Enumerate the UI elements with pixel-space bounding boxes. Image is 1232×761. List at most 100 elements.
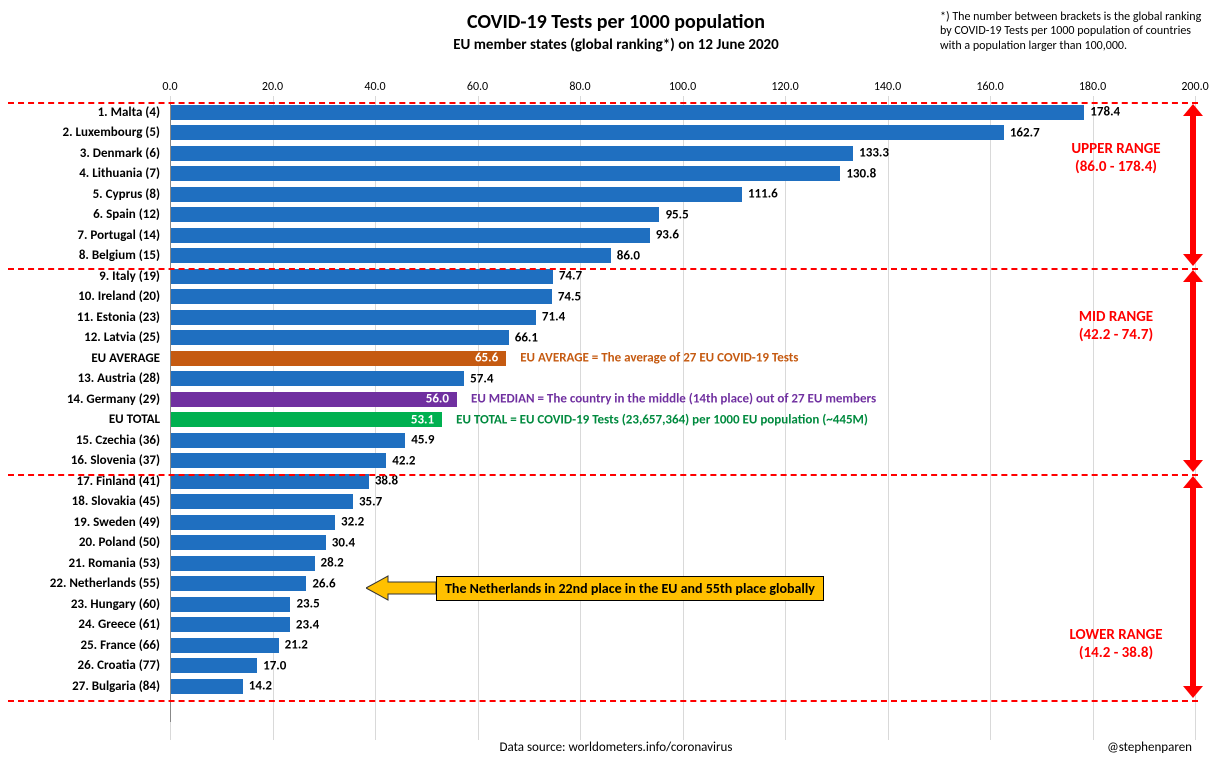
bar-value: 23.5	[296, 597, 319, 612]
bar-label: 18. Slovakia (45)	[0, 494, 166, 509]
bar-label: 23. Hungary (60)	[0, 597, 166, 612]
bar-label: 20. Poland (50)	[0, 535, 166, 550]
bar-value: 14.2	[249, 679, 272, 694]
attribution: @stephenparen	[1107, 740, 1192, 755]
bar-value: 26.6	[312, 576, 335, 591]
bar-track: 71.4	[166, 310, 1200, 325]
x-tick: 140.0	[874, 80, 901, 94]
bar-label: 2. Luxembourg (5)	[0, 125, 166, 140]
bar-value: 32.2	[341, 515, 364, 530]
bar-value: 178.4	[1090, 105, 1120, 120]
bar-fill	[170, 228, 650, 243]
bar-fill	[170, 494, 353, 509]
bar-row: 4. Lithuania (7)130.8	[0, 164, 1200, 185]
range-dash-bottom	[8, 700, 1198, 702]
bar-fill	[170, 207, 659, 222]
range-lower-title: LOWER RANGE	[1069, 626, 1162, 644]
range-lower-sub: (14.2 - 38.8)	[1079, 644, 1153, 662]
bar-track: 66.1	[166, 330, 1200, 345]
bar-fill	[170, 576, 306, 591]
bar-label: 10. Ireland (20)	[0, 289, 166, 304]
bar-fill	[170, 330, 509, 345]
bar-label: 17. Finland (41)	[0, 474, 166, 489]
x-tick: 160.0	[976, 80, 1003, 94]
x-tick: 180.0	[1079, 80, 1106, 94]
range-mid-sub: (42.2 - 74.7)	[1079, 326, 1153, 344]
bar-label: 24. Greece (61)	[0, 617, 166, 632]
bar-track: 17.0	[166, 658, 1200, 673]
bar-fill	[170, 556, 315, 571]
bar-row: 19. Sweden (49)32.2	[0, 512, 1200, 533]
bar-fill	[170, 597, 290, 612]
bar-track: 35.7	[166, 494, 1200, 509]
range-label-mid: MID RANGE (42.2 - 74.7)	[1056, 308, 1176, 344]
bar-row: 5. Cyprus (8) 111.6	[0, 184, 1200, 205]
bar-row: 12. Latvia (25)66.1	[0, 328, 1200, 349]
chart-container: COVID-19 Tests per 1000 population EU me…	[0, 0, 1232, 761]
x-tick: 200.0	[1181, 80, 1208, 94]
range-dash-upper-mid	[8, 268, 1198, 270]
bar-track: 130.8	[166, 166, 1200, 181]
bar-track: 28.2	[166, 556, 1200, 571]
bar-value: 45.9	[411, 433, 434, 448]
bar-label: 4. Lithuania (7)	[0, 166, 166, 181]
bar-fill	[170, 433, 405, 448]
bar-fill	[170, 474, 369, 489]
bar-fill	[170, 371, 464, 386]
bar-track: 86.0	[166, 248, 1200, 263]
bar-track: 95.5	[166, 207, 1200, 222]
bar-label: 3. Denmark (6)	[0, 146, 166, 161]
bar-value: 65.6	[475, 351, 502, 366]
x-tick: 40.0	[364, 80, 385, 94]
bar-track: 93.6	[166, 228, 1200, 243]
bar-row: 1. Malta (4)178.4	[0, 102, 1200, 123]
range-arrow-lower	[1190, 486, 1196, 688]
bar-track: 21.2	[166, 638, 1200, 653]
x-tick: 120.0	[771, 80, 798, 94]
bar-row: 13. Austria (28)57.4	[0, 369, 1200, 390]
bar-fill	[170, 515, 335, 530]
bar-label: 16. Slovenia (37)	[0, 453, 166, 468]
bar-track: 65.6EU AVERAGE = The average of 27 EU CO…	[166, 351, 1200, 366]
bar-row: 27. Bulgaria (84) 14.2	[0, 676, 1200, 697]
range-dash-top	[8, 102, 1198, 104]
bars-area: 1. Malta (4)178.42. Luxembourg (5)162.73…	[0, 102, 1200, 697]
bar-label: 15. Czechia (36)	[0, 433, 166, 448]
bar-fill	[170, 125, 1004, 140]
bar-track: 53.1EU TOTAL = EU COVID-19 Tests (23,657…	[166, 412, 1200, 427]
bar-fill	[170, 310, 536, 325]
bar-fill	[170, 392, 457, 407]
x-tick: 60.0	[467, 80, 488, 94]
bar-value: 111.6	[748, 187, 778, 202]
bar-value: 23.4	[296, 617, 319, 632]
range-dash-mid-lower	[8, 474, 1198, 476]
bar-fill	[170, 453, 386, 468]
bar-value: 35.7	[359, 494, 382, 509]
bar-fill	[170, 412, 442, 427]
bar-label: 12. Latvia (25)	[0, 330, 166, 345]
x-tick: 0.0	[162, 80, 177, 94]
callout-arrow	[366, 574, 436, 607]
bar-label: 9. Italy (19)	[0, 269, 166, 284]
y-axis-line	[170, 102, 171, 722]
bar-row: 3. Denmark (6)133.3	[0, 143, 1200, 164]
bar-label: 6. Spain (12)	[0, 207, 166, 222]
bar-fill	[170, 638, 279, 653]
bar-fill	[170, 617, 290, 632]
bar-value: 95.5	[665, 207, 688, 222]
bar-label: 27. Bulgaria (84)	[0, 679, 166, 694]
range-upper-sub: (86.0 - 178.4)	[1075, 158, 1157, 176]
range-arrow-mid	[1190, 280, 1196, 462]
bar-row: 6. Spain (12) 95.5	[0, 205, 1200, 226]
range-upper-title: UPPER RANGE	[1071, 140, 1160, 158]
bar-label: EU AVERAGE	[0, 351, 166, 366]
data-source: Data source: worldometers.info/coronavir…	[0, 740, 1232, 755]
bar-row: 14. Germany (29)56.0EU MEDIAN = The coun…	[0, 389, 1200, 410]
bar-track: 162.7	[166, 125, 1200, 140]
bar-row: 16. Slovenia (37)42.2	[0, 451, 1200, 472]
bar-label: 5. Cyprus (8)	[0, 187, 166, 202]
bar-track: 178.4	[166, 105, 1200, 120]
bar-label: 22. Netherlands (55)	[0, 576, 166, 591]
range-label-lower: LOWER RANGE (14.2 - 38.8)	[1056, 626, 1176, 662]
bar-row: 21. Romania (53)28.2	[0, 553, 1200, 574]
